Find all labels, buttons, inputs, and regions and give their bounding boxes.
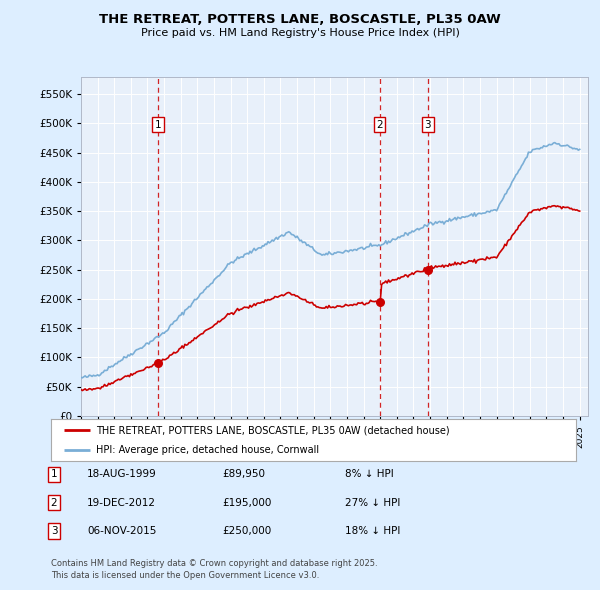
Text: 1: 1 <box>50 470 58 479</box>
Point <box>375 297 385 307</box>
Text: £250,000: £250,000 <box>222 526 271 536</box>
Point <box>423 265 433 274</box>
Text: 2: 2 <box>376 120 383 130</box>
Point <box>153 359 163 368</box>
Text: 19-DEC-2012: 19-DEC-2012 <box>87 498 156 507</box>
Text: 1: 1 <box>155 120 161 130</box>
Text: 8% ↓ HPI: 8% ↓ HPI <box>345 470 394 479</box>
Text: THE RETREAT, POTTERS LANE, BOSCASTLE, PL35 0AW: THE RETREAT, POTTERS LANE, BOSCASTLE, PL… <box>99 13 501 26</box>
Text: 3: 3 <box>50 526 58 536</box>
Text: Contains HM Land Registry data © Crown copyright and database right 2025.
This d: Contains HM Land Registry data © Crown c… <box>51 559 377 580</box>
Text: HPI: Average price, detached house, Cornwall: HPI: Average price, detached house, Corn… <box>95 445 319 455</box>
Text: Price paid vs. HM Land Registry's House Price Index (HPI): Price paid vs. HM Land Registry's House … <box>140 28 460 38</box>
Text: 2: 2 <box>50 498 58 507</box>
Text: THE RETREAT, POTTERS LANE, BOSCASTLE, PL35 0AW (detached house): THE RETREAT, POTTERS LANE, BOSCASTLE, PL… <box>95 425 449 435</box>
Text: 18% ↓ HPI: 18% ↓ HPI <box>345 526 400 536</box>
Text: 06-NOV-2015: 06-NOV-2015 <box>87 526 157 536</box>
Text: 3: 3 <box>424 120 431 130</box>
Text: £195,000: £195,000 <box>222 498 271 507</box>
Text: £89,950: £89,950 <box>222 470 265 479</box>
Text: 18-AUG-1999: 18-AUG-1999 <box>87 470 157 479</box>
Text: 27% ↓ HPI: 27% ↓ HPI <box>345 498 400 507</box>
